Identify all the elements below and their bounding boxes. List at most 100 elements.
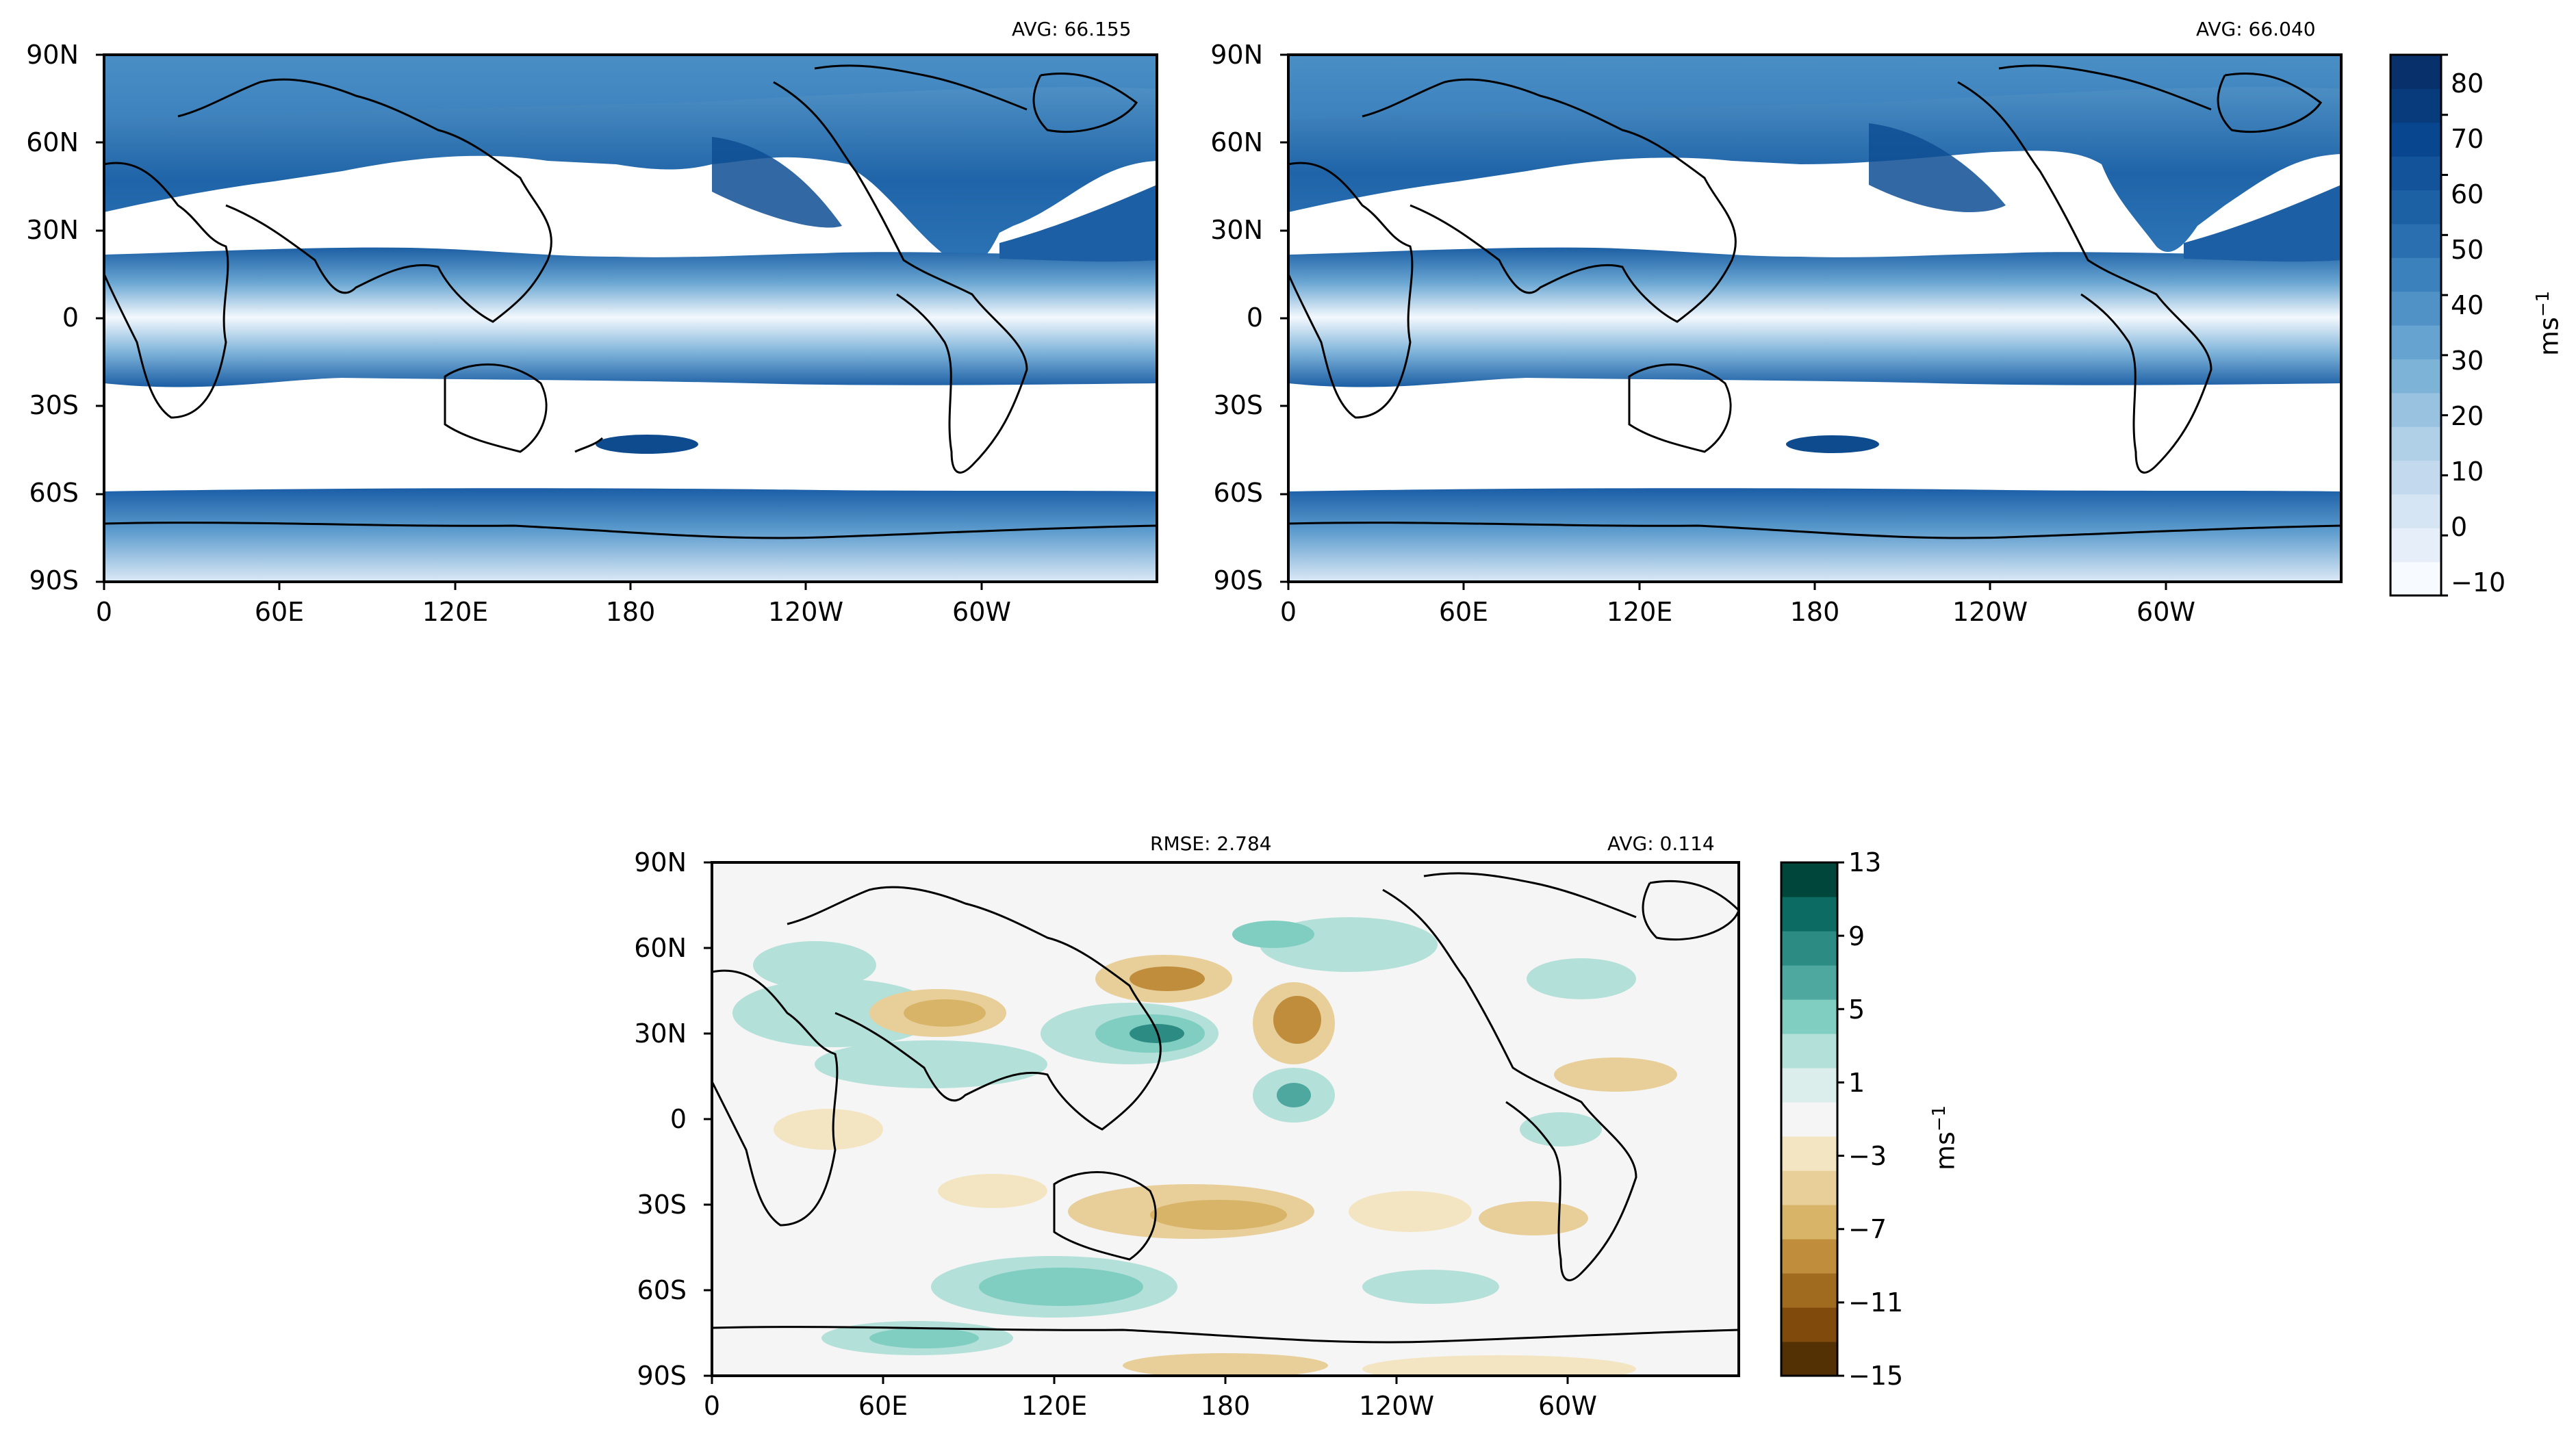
lon-tick-label: 60E: [858, 1391, 908, 1421]
map-top-right: [1280, 53, 2343, 590]
colorbar-unit-label: ms−1: [1929, 1105, 1961, 1170]
avg-label: AVG: 66.155: [1012, 18, 1132, 40]
colorbar-tick: 80: [2451, 68, 2484, 99]
lon-tick-label: 60W: [1538, 1391, 1597, 1421]
lon-tick-label: 60E: [1438, 597, 1489, 627]
colorbar-frame: [1780, 861, 1839, 1377]
colorbar-tick: 0: [2451, 512, 2468, 542]
colorbar-difference: 13 9 5 1 −3 −7 −11 −15 ms−1: [1780, 847, 1985, 1403]
colorbar-wind: 80 70 60 50 40 30 20 10 0 −10 ms−1: [2389, 41, 2576, 602]
colorbar-swatch: [1781, 862, 1837, 897]
colorbar-tick: 60: [2451, 179, 2484, 209]
colorbar-tick: 40: [2451, 290, 2484, 320]
lat-tick-label: 90S: [29, 565, 79, 595]
lon-tick-label: 120W: [1358, 1391, 1435, 1421]
colorbar-tick: 9: [1848, 921, 1865, 951]
colorbar-swatch: [2390, 325, 2441, 359]
colorbar-tick: −15: [1848, 1361, 1904, 1391]
lon-tick-label: 0: [95, 597, 113, 627]
lat-tick-label: 90S: [1213, 565, 1263, 595]
colorbar-swatch: [1781, 1034, 1837, 1068]
colorbar-swatch: [2390, 55, 2441, 89]
colorbar-swatch: [2390, 426, 2441, 461]
colorbar-swatch: [2390, 561, 2441, 596]
colorbar-wind-bar: [2389, 53, 2448, 597]
colorbar-frame: [2389, 53, 2443, 597]
lon-tick-label: 60E: [254, 597, 305, 627]
colorbar-swatch: [1781, 1136, 1837, 1171]
colorbar-tick: 1: [1848, 1068, 1865, 1098]
lat-tick-label: 60S: [637, 1275, 687, 1305]
lat-tick-label: 90N: [634, 847, 687, 877]
colorbar-swatch: [1781, 999, 1837, 1034]
lon-tick-label: 120E: [422, 597, 489, 627]
colorbar-swatch: [1781, 1307, 1837, 1342]
lat-tick-label: 30S: [1213, 390, 1263, 420]
lat-tick-label: 90S: [637, 1361, 687, 1391]
colorbar-swatch: [2390, 257, 2441, 292]
colorbar-tick: −3: [1848, 1141, 1887, 1171]
colorbar-difference-bar: [1780, 861, 1844, 1377]
colorbar-swatch: [1781, 1342, 1837, 1376]
colorbar-swatch: [1781, 1068, 1837, 1103]
colorbar-swatch: [2390, 493, 2441, 528]
colorbar-swatch: [1781, 1239, 1837, 1274]
lon-tick-label: 180: [605, 597, 656, 627]
lon-tick-label: 60W: [2137, 597, 2195, 627]
lon-tick-label: 120W: [767, 597, 844, 627]
colorbar-swatch: [1781, 1102, 1837, 1137]
lat-tick-label: 90N: [1210, 40, 1263, 70]
lon-tick-label: 0: [1279, 597, 1297, 627]
lon-tick-label: 120W: [1952, 597, 2028, 627]
lon-tick-label: 180: [1200, 1391, 1251, 1421]
lat-tick-label: 30N: [26, 215, 79, 245]
colorbar-swatch: [2390, 392, 2441, 427]
colorbar-swatch: [1781, 965, 1837, 1000]
colorbar-swatch: [2390, 359, 2441, 394]
colorbar-swatch: [2390, 122, 2441, 157]
colorbar-tick: 13: [1848, 847, 1882, 877]
colorbar-tick: 50: [2451, 235, 2484, 265]
lat-tick-label: 60S: [29, 478, 79, 508]
colorbar-tick: 20: [2451, 401, 2484, 431]
colorbar-tick: −11: [1848, 1287, 1904, 1318]
lat-tick-label: 60N: [634, 933, 687, 963]
colorbar-swatch: [1781, 1205, 1837, 1240]
colorbar-swatch: [2390, 88, 2441, 123]
lon-tick-label: 180: [1789, 597, 1840, 627]
colorbar-swatch: [1781, 1170, 1837, 1205]
colorbar-swatch: [1781, 897, 1837, 932]
lat-tick-label: 0: [62, 303, 79, 333]
colorbar-tick: −7: [1848, 1214, 1887, 1244]
colorbar-tick: 70: [2451, 124, 2484, 154]
colorbar-swatch: [1781, 931, 1837, 966]
lat-tick-label: 60S: [1213, 478, 1263, 508]
lon-tick-label: 120E: [1021, 1391, 1088, 1421]
colorbar-swatch: [2390, 156, 2441, 191]
lat-tick-label: 0: [669, 1104, 687, 1134]
map-panel-top-right: AVG: 66.040 90N 60N 30N 0 30S 60S 90S 0 …: [1184, 0, 2389, 657]
lat-tick-label: 60N: [26, 127, 79, 157]
lat-tick-label: 60N: [1210, 127, 1263, 157]
lat-tick-label: 30S: [637, 1190, 687, 1220]
lat-tick-label: 90N: [26, 40, 79, 70]
lat-tick-label: 30S: [29, 390, 79, 420]
lon-tick-label: 60W: [952, 597, 1011, 627]
map-panel-difference: RMSE: 2.784 AVG: 0.114 90N 60N 30N 0 30S…: [609, 808, 1814, 1449]
colorbar-unit-label: ms−1: [2533, 290, 2564, 356]
colorbar-tick: 10: [2451, 457, 2484, 487]
lon-tick-label: 0: [703, 1391, 721, 1421]
map-top-left: [96, 53, 1158, 590]
colorbar-swatch: [2390, 460, 2441, 495]
map-difference: [704, 861, 1740, 1384]
colorbar-tick: 30: [2451, 346, 2484, 376]
colorbar-swatch: [1781, 1273, 1837, 1308]
rmse-label: RMSE: 2.784: [1150, 832, 1272, 855]
colorbar-tick: −10: [2451, 567, 2506, 598]
colorbar-swatch: [2390, 190, 2441, 225]
lat-tick-label: 30N: [1210, 215, 1263, 245]
lat-tick-label: 0: [1246, 303, 1263, 333]
avg-label: AVG: 66.040: [2196, 18, 2316, 40]
lon-tick-label: 120E: [1606, 597, 1673, 627]
colorbar-swatch: [2390, 223, 2441, 258]
